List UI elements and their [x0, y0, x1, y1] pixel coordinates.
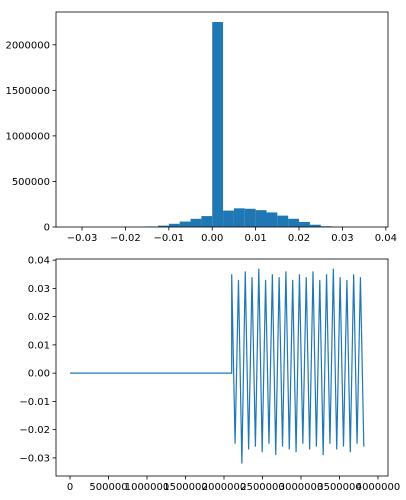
x-tick-label: −0.03	[67, 233, 98, 244]
y-tick-label: 0	[44, 223, 50, 234]
x-tick-label: −0.01	[154, 233, 185, 244]
x-tick-label: 2000000	[202, 482, 247, 493]
x-tick-label: 3000000	[279, 482, 324, 493]
histogram-bar	[157, 225, 169, 227]
y-tick-label: 0.04	[28, 256, 50, 267]
histogram-bar	[288, 218, 300, 227]
y-tick-label: −0.02	[19, 425, 50, 436]
histogram-bar	[299, 221, 310, 227]
x-tick-label: 3500000	[317, 482, 362, 493]
histogram-bar	[277, 215, 289, 227]
histogram-bar	[233, 208, 245, 227]
histogram-bar	[201, 216, 213, 227]
histogram-bar	[190, 218, 202, 227]
y-tick-label: 0.00	[28, 369, 50, 380]
histogram-bar	[255, 210, 267, 227]
y-tick-label: −0.01	[19, 397, 50, 408]
x-tick-label: 0	[67, 482, 73, 493]
x-tick-label: 4000000	[356, 482, 401, 493]
histogram-bar	[223, 210, 234, 227]
x-tick-label: 0.04	[375, 233, 397, 244]
y-tick-label: 1000000	[5, 131, 50, 142]
x-tick-label: 0.02	[288, 233, 310, 244]
x-tick-label: 0.00	[201, 233, 223, 244]
x-tick-label: 0.01	[245, 233, 267, 244]
histogram-bar	[309, 224, 321, 227]
histogram-bar	[179, 221, 191, 227]
axes-frame	[55, 258, 389, 477]
histogram-bar	[244, 208, 256, 227]
y-tick-label: 2000000	[5, 40, 50, 51]
x-tick-label: 500000	[89, 482, 127, 493]
y-tick-label: 0.03	[28, 284, 50, 295]
x-tick-label: 2500000	[240, 482, 285, 493]
y-tick-label: −0.03	[19, 453, 50, 464]
y-tick-label: 0.02	[28, 312, 50, 323]
y-tick-label: 0.01	[28, 340, 50, 351]
histogram-bar	[212, 22, 224, 228]
x-tick-label: 1000000	[125, 482, 170, 493]
y-tick-label: 500000	[12, 177, 50, 188]
x-tick-label: 0.03	[331, 233, 353, 244]
x-tick-label: −0.02	[110, 233, 141, 244]
y-tick-label: 1500000	[5, 86, 50, 97]
x-tick-label: 1500000	[163, 482, 208, 493]
axes-frame	[55, 11, 389, 228]
histogram-bar	[168, 223, 180, 227]
histogram-bar	[266, 212, 278, 227]
signal-line	[70, 268, 365, 464]
